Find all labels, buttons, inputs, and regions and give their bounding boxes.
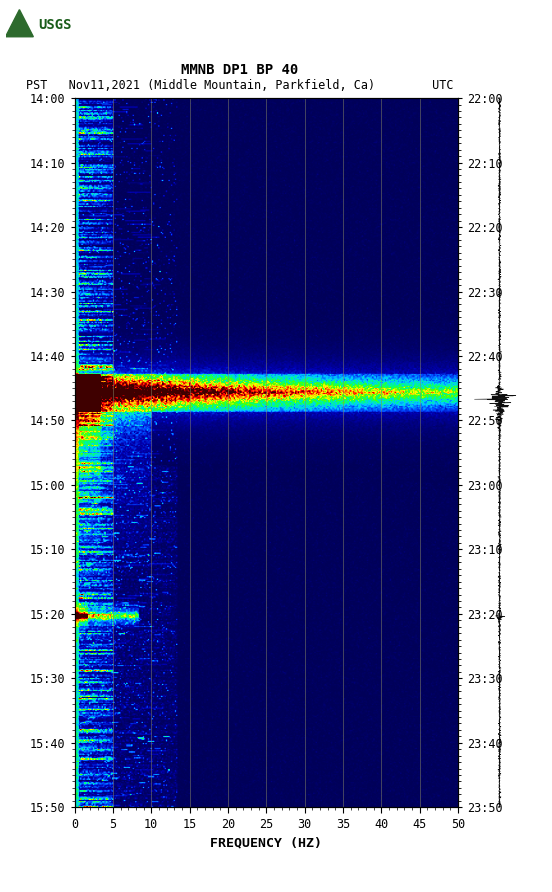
X-axis label: FREQUENCY (HZ): FREQUENCY (HZ) <box>210 836 322 849</box>
Text: PST   Nov11,2021 (Middle Mountain, Parkfield, Ca)        UTC: PST Nov11,2021 (Middle Mountain, Parkfie… <box>26 79 454 92</box>
Polygon shape <box>6 10 33 37</box>
Text: USGS: USGS <box>38 18 71 32</box>
Text: MMNB DP1 BP 40: MMNB DP1 BP 40 <box>182 62 299 77</box>
